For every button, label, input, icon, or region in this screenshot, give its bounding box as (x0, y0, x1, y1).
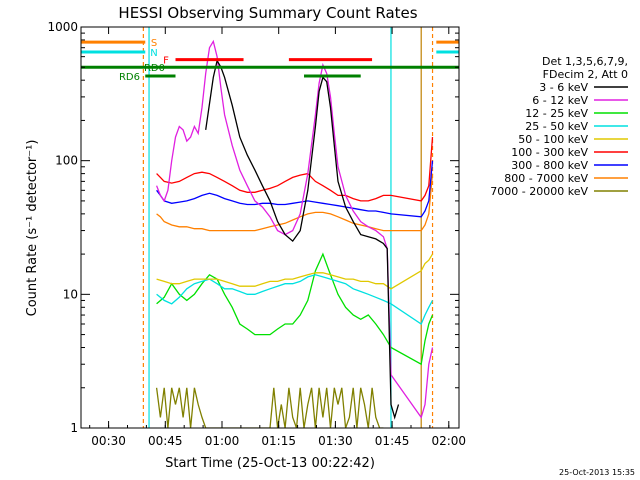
timestamp: 25-Oct-2013 15:35 (559, 468, 635, 477)
series-line (156, 173, 434, 232)
y-tick-label: 10 (63, 287, 78, 301)
flag-bar-label: F (163, 56, 169, 67)
vertical-markers (142, 27, 434, 428)
series-line (156, 137, 434, 202)
x-tick-label: 00:45 (148, 434, 183, 448)
series-line (155, 387, 384, 428)
legend-header-line: Det 1,3,5,6,7,9, (542, 55, 628, 68)
series-line (156, 253, 434, 290)
y-tick-label: 1 (70, 421, 78, 435)
flag-bar-label: RD0 (144, 63, 165, 74)
x-tick-label: 01:00 (205, 434, 240, 448)
chart-title: HESSI Observing Summary Count Rates (118, 4, 417, 22)
x-tick-label: 01:30 (318, 434, 353, 448)
legend-entry-label: 12 - 25 keV (525, 107, 588, 120)
legend-entry-label: 800 - 7000 keV (504, 172, 588, 185)
flag-bar-label: RD6 (119, 72, 140, 83)
legend-entry-label: 6 - 12 keV (532, 94, 588, 107)
legend-entry-label: 300 - 800 keV (511, 159, 588, 172)
x-tick-label: 02:00 (431, 434, 466, 448)
series-line (156, 274, 434, 325)
series-line (156, 252, 434, 366)
x-tick-label: 01:15 (261, 434, 296, 448)
legend-header-line: FDecim 2, Att 0 (543, 68, 628, 81)
x-axis: 00:30 00:45 01:00 01:15 01:30 01:45 02:00 (89, 27, 466, 448)
x-axis-label: Start Time (25-Oct-13 00:22:42) (165, 456, 375, 471)
legend: Det 1,3,5,6,7,9,FDecim 2, Att 03 - 6 keV… (490, 55, 628, 198)
y-axis-label: Count Rate (s⁻¹ detector⁻¹) (25, 140, 40, 317)
flag-bar-label: N (150, 48, 157, 59)
legend-entry-label: 7000 - 20000 keV (490, 185, 588, 198)
flag-bar-label: S (151, 38, 157, 49)
y-tick-label: 100 (55, 154, 78, 168)
x-tick-label: 01:45 (375, 434, 410, 448)
legend-entry-label: 3 - 6 keV (539, 81, 588, 94)
series-line (156, 160, 434, 218)
plot-frame (80, 26, 460, 429)
legend-entry-label: 50 - 100 keV (518, 133, 588, 146)
y-tick-label: 1000 (47, 20, 78, 34)
y-axis: 1 10 100 1000 (47, 20, 459, 435)
series-line (205, 58, 400, 420)
x-tick-label: 00:30 (91, 434, 126, 448)
series-lines (155, 39, 434, 428)
legend-entry-label: 100 - 300 keV (511, 146, 588, 159)
legend-entry-label: 25 - 50 keV (525, 120, 588, 133)
series-line (155, 39, 434, 419)
